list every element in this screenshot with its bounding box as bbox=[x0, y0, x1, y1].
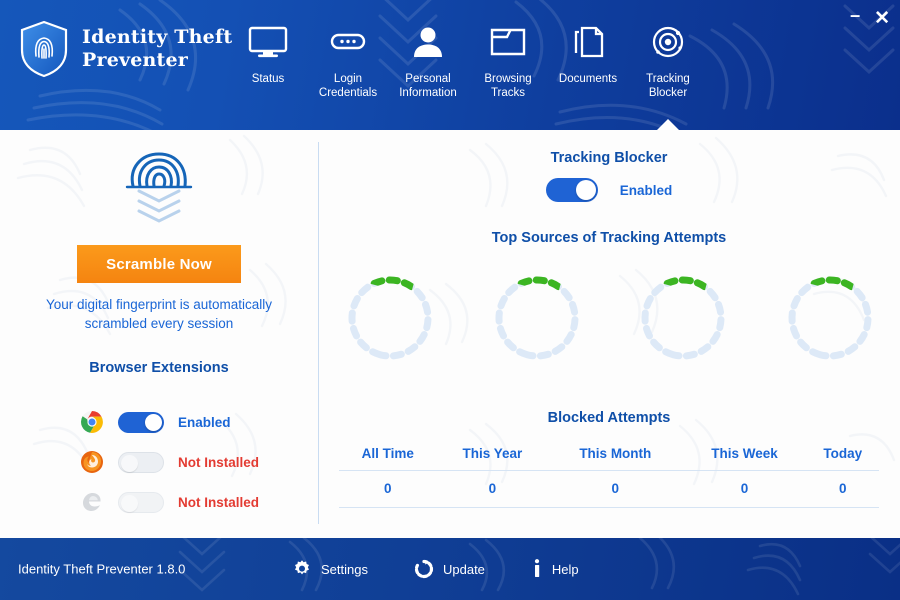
tab-label: Status bbox=[251, 73, 285, 85]
column-header-this-week: This Week bbox=[682, 440, 807, 471]
gauge-4 bbox=[788, 276, 872, 360]
fingerprint-reflection-icon bbox=[125, 152, 193, 223]
cell-this-month: 0 bbox=[548, 470, 683, 508]
tab-tracking-blocker[interactable]: Tracking Blocker bbox=[628, 14, 708, 100]
gauge-2 bbox=[495, 276, 579, 360]
tab-label: Login Credentials bbox=[318, 73, 378, 99]
help-button[interactable]: Help bbox=[531, 558, 579, 580]
right-panel: Tracking Blocker Enabled Top Sources of … bbox=[318, 130, 900, 538]
cell-this-week: 0 bbox=[682, 470, 807, 508]
update-button[interactable]: Update bbox=[414, 559, 485, 579]
update-label: Update bbox=[442, 561, 485, 577]
tracking-blocker-toggle[interactable] bbox=[545, 178, 598, 202]
blocked-attempts-table: All Time This Year This Month This Week … bbox=[339, 440, 879, 508]
settings-button[interactable]: Settings bbox=[292, 559, 368, 579]
tab-login-credentials[interactable]: Login Credentials bbox=[308, 14, 388, 100]
column-header-this-year: This Year bbox=[436, 440, 549, 471]
chrome-extension-status: Enabled bbox=[178, 414, 231, 430]
monitor-icon bbox=[247, 20, 289, 64]
title-bar: Identity Theft Preventer Status bbox=[0, 0, 900, 130]
chrome-extension-toggle[interactable] bbox=[118, 411, 164, 433]
column-header-today: Today bbox=[806, 440, 879, 471]
cell-all-time: 0 bbox=[339, 470, 437, 508]
minimize-button[interactable]: – bbox=[850, 5, 861, 25]
blocked-attempts-title: Blocked Attempts bbox=[547, 410, 671, 426]
extension-row-edge: Not Installed bbox=[80, 482, 310, 522]
app-title: Identity Theft Preventer bbox=[82, 26, 233, 71]
firefox-icon bbox=[81, 451, 103, 473]
tab-browsing-tracks[interactable]: Browsing Tracks bbox=[468, 14, 548, 100]
extension-row-chrome: Enabled bbox=[80, 402, 310, 442]
person-icon bbox=[407, 20, 449, 64]
table-header-row: All Time This Year This Month This Week … bbox=[339, 440, 879, 471]
refresh-icon bbox=[414, 559, 434, 579]
main-content: Scramble Now Your digital fingerprint is… bbox=[0, 130, 900, 538]
tab-status[interactable]: Status bbox=[228, 14, 308, 86]
cell-this-year: 0 bbox=[436, 470, 549, 508]
main-navigation: Status Login Credentials bbox=[228, 14, 708, 100]
gauge-1 bbox=[348, 276, 432, 360]
tracker-target-icon bbox=[647, 20, 689, 64]
panel-divider bbox=[318, 142, 319, 524]
tab-label: Personal Information bbox=[399, 73, 457, 99]
close-button[interactable]: ✕ bbox=[874, 7, 890, 29]
column-header-this-month: This Month bbox=[548, 440, 683, 471]
browser-extensions-list: Enabled Not Installed bbox=[80, 402, 310, 522]
shield-fingerprint-logo-icon bbox=[20, 20, 68, 78]
firefox-extension-status: Not Installed bbox=[178, 454, 260, 470]
window-controls: – ✕ bbox=[850, 6, 890, 30]
scramble-note: Your digital fingerprint is automaticall… bbox=[45, 297, 273, 331]
password-field-icon bbox=[327, 20, 369, 64]
tab-label: Browsing Tracks bbox=[484, 73, 532, 99]
tab-documents[interactable]: Documents bbox=[548, 14, 628, 86]
footer-actions: Settings Update Help bbox=[292, 558, 579, 580]
gauge-3 bbox=[641, 276, 725, 360]
tab-label: Tracking Blocker bbox=[646, 73, 690, 99]
info-icon bbox=[534, 559, 540, 577]
cell-today: 0 bbox=[806, 470, 879, 508]
tab-personal-information[interactable]: Personal Information bbox=[388, 14, 468, 100]
left-panel: Scramble Now Your digital fingerprint is… bbox=[0, 130, 318, 538]
browser-extensions-title: Browser Extensions bbox=[89, 360, 229, 376]
settings-label: Settings bbox=[321, 561, 368, 577]
table-row: 0 0 0 0 0 bbox=[339, 470, 879, 508]
extension-row-firefox: Not Installed bbox=[80, 442, 310, 482]
top-sources-title: Top Sources of Tracking Attempts bbox=[491, 230, 727, 246]
chrome-icon bbox=[81, 411, 103, 433]
tracking-blocker-title: Tracking Blocker bbox=[550, 150, 668, 166]
edge-extension-status: Not Installed bbox=[178, 494, 260, 510]
tracking-blocker-toggle-row: Enabled bbox=[318, 178, 900, 202]
status-bar: Identity Theft Preventer 1.8.0 Settings … bbox=[0, 538, 900, 600]
documents-icon bbox=[567, 20, 609, 64]
column-header-all-time: All Time bbox=[339, 440, 437, 471]
firefox-extension-toggle[interactable] bbox=[118, 451, 164, 473]
edge-extension-toggle[interactable] bbox=[118, 491, 164, 513]
help-label: Help bbox=[551, 561, 579, 577]
folder-icon bbox=[487, 20, 529, 64]
version-label: Identity Theft Preventer 1.8.0 bbox=[18, 561, 186, 577]
scramble-now-button[interactable]: Scramble Now bbox=[77, 245, 241, 283]
tracking-blocker-state: Enabled bbox=[619, 182, 673, 198]
gear-icon bbox=[295, 560, 309, 575]
tracking-sources-gauges bbox=[340, 268, 880, 368]
tab-label: Documents bbox=[558, 73, 618, 85]
app-brand: Identity Theft Preventer bbox=[18, 20, 232, 78]
edge-icon bbox=[83, 493, 101, 511]
